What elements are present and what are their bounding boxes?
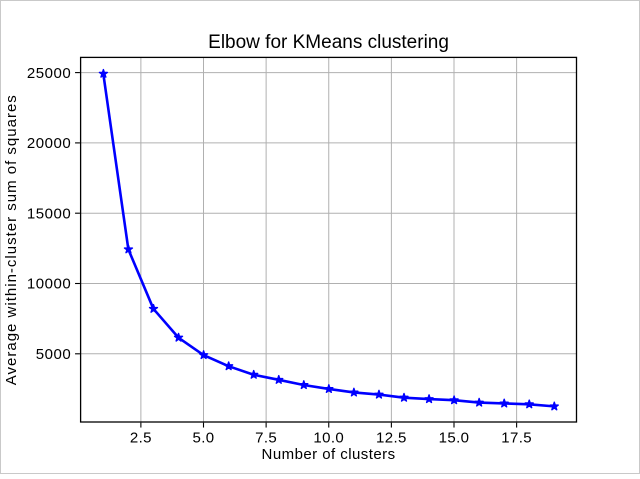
svg-text:2.5: 2.5 bbox=[130, 430, 152, 447]
svg-text:25000: 25000 bbox=[27, 65, 71, 82]
svg-text:Average within-cluster sum of: Average within-cluster sum of squares bbox=[3, 94, 20, 385]
svg-text:10.0: 10.0 bbox=[313, 430, 344, 447]
svg-text:15.0: 15.0 bbox=[439, 430, 470, 447]
svg-text:10000: 10000 bbox=[27, 276, 71, 293]
svg-text:15000: 15000 bbox=[27, 205, 71, 222]
svg-text:20000: 20000 bbox=[27, 135, 71, 152]
svg-text:12.5: 12.5 bbox=[376, 430, 407, 447]
svg-text:Elbow for KMeans clustering: Elbow for KMeans clustering bbox=[208, 32, 449, 53]
svg-text:Number of clusters: Number of clusters bbox=[262, 446, 396, 463]
svg-text:17.5: 17.5 bbox=[501, 430, 532, 447]
svg-text:7.5: 7.5 bbox=[255, 430, 277, 447]
svg-text:5.0: 5.0 bbox=[192, 430, 214, 447]
svg-text:5000: 5000 bbox=[36, 346, 72, 363]
